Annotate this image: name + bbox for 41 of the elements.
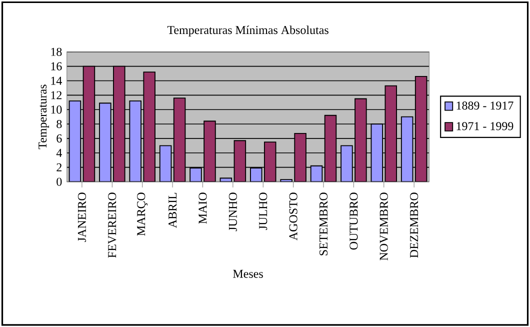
bar	[400, 116, 414, 182]
x-tick-label: FEVEREIRO	[108, 192, 116, 258]
y-tick-label: 10	[51, 105, 62, 114]
bar	[234, 140, 246, 182]
bar	[129, 100, 142, 182]
bar	[204, 120, 216, 182]
x-tick-label: OUTUBRO	[350, 192, 358, 250]
y-axis-title: Temperaturas	[38, 84, 50, 150]
x-tick-label: AGOSTO	[289, 192, 298, 240]
x-tick-label: DEZEMBRO	[410, 192, 418, 258]
x-tick-label: MARÇO	[137, 192, 148, 236]
y-tick-label: 14	[51, 76, 62, 85]
legend-label: 1889 - 1917	[456, 101, 514, 110]
x-tick-label: JANEIRO	[78, 192, 86, 242]
bar	[340, 145, 353, 182]
y-tick-label: 2	[56, 163, 62, 172]
y-tick-label: 8	[56, 120, 62, 128]
bar	[143, 72, 156, 182]
x-tick-label: SETEMBRO	[319, 192, 328, 256]
y-tick-label: 4	[56, 148, 62, 157]
chart-title: Temperaturas Mínimas Absolutas	[167, 26, 328, 36]
bar	[113, 66, 126, 182]
bar	[354, 98, 367, 182]
y-tick-label: 18	[51, 48, 62, 56]
bar	[370, 123, 384, 182]
bar	[264, 142, 276, 182]
x-tick-label: NOVEMBRO	[380, 192, 388, 260]
bar	[414, 76, 428, 182]
y-tick-label: 6	[56, 134, 62, 142]
y-tick-label: 0	[56, 178, 62, 186]
x-tick-label: JUNHO	[228, 192, 237, 232]
y-tick-label: 16	[51, 62, 62, 70]
y-tick-label: 12	[51, 91, 62, 100]
x-tick-label: JULHO	[259, 192, 268, 230]
x-tick-label: MAIO	[198, 192, 207, 224]
legend-label: 1971 - 1999	[456, 122, 514, 130]
bar	[384, 85, 398, 182]
bar	[99, 102, 112, 182]
x-tick-label: ABRIL	[168, 192, 177, 228]
x-axis-title: Meses	[233, 270, 263, 278]
bar	[294, 132, 306, 182]
